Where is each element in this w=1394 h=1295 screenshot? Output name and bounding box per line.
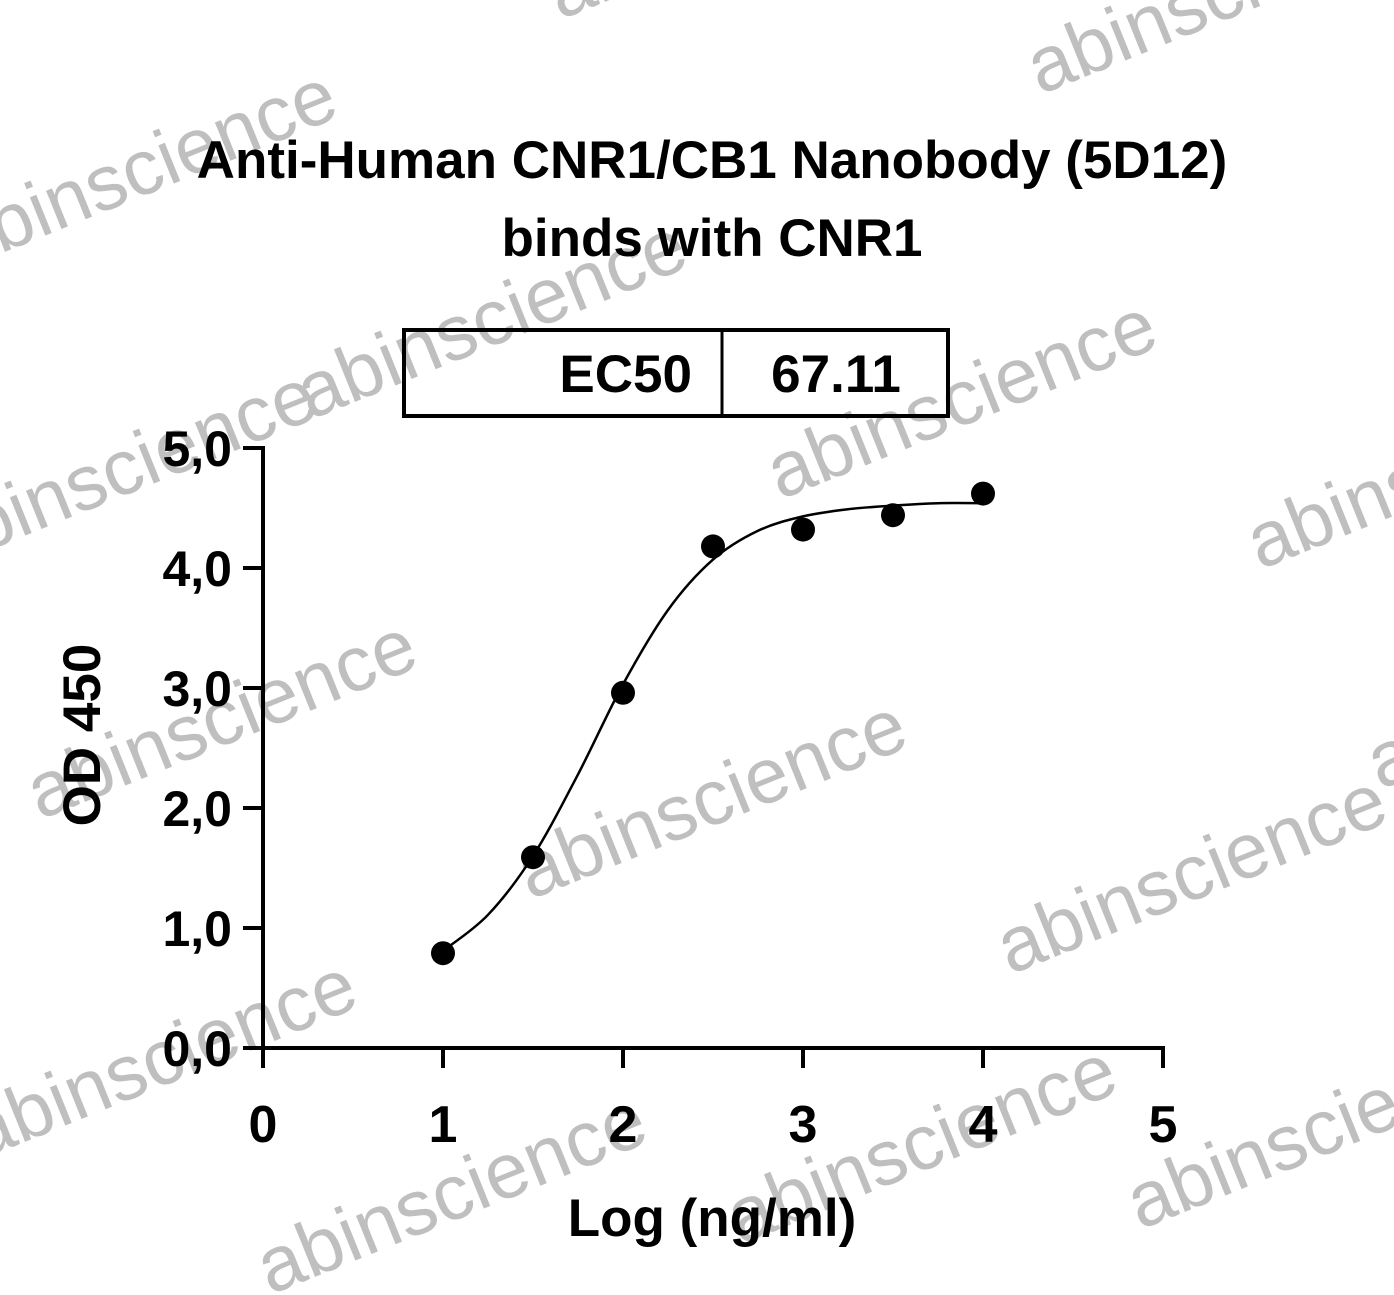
x-tick-label: 1 [429, 1096, 458, 1154]
data-point [791, 517, 815, 542]
y-tick-label: 3,0 [162, 661, 232, 717]
chart-title: binds with CNR1 [501, 209, 922, 268]
fit-curve [442, 501, 984, 952]
x-tick-label: 3 [789, 1096, 818, 1154]
watermark: abinscience [533, 0, 948, 36]
y-tick-label: 2,0 [162, 781, 232, 837]
stats-box [402, 328, 950, 418]
y-tick-label: 0,0 [162, 1021, 232, 1077]
x-tick-label: 5 [1149, 1096, 1178, 1154]
stats-value: 67.11 [771, 345, 901, 404]
chart-title: Anti-Human CNR1/CB1 Nanobody (5D12) [197, 131, 1228, 190]
data-point [611, 680, 635, 705]
y-tick-label: 4,0 [162, 541, 232, 597]
data-point [881, 503, 905, 528]
stats-header: EC50 [559, 345, 692, 404]
y-axis-label: OD 450 [53, 644, 112, 827]
watermark: abinscience [1233, 350, 1394, 586]
x-tick-label: 4 [969, 1096, 998, 1154]
data-point [701, 534, 725, 559]
y-tick-label: 1,0 [162, 901, 232, 957]
x-tick-label: 2 [609, 1096, 638, 1154]
watermark: abinscience [1013, 0, 1394, 111]
x-axis-label: Log (ng/ml) [568, 1189, 856, 1248]
data-point [971, 481, 995, 506]
watermark: abinscience [983, 755, 1394, 991]
x-tick-label: 0 [249, 1096, 278, 1154]
y-tick-label: 5,0 [162, 421, 232, 477]
